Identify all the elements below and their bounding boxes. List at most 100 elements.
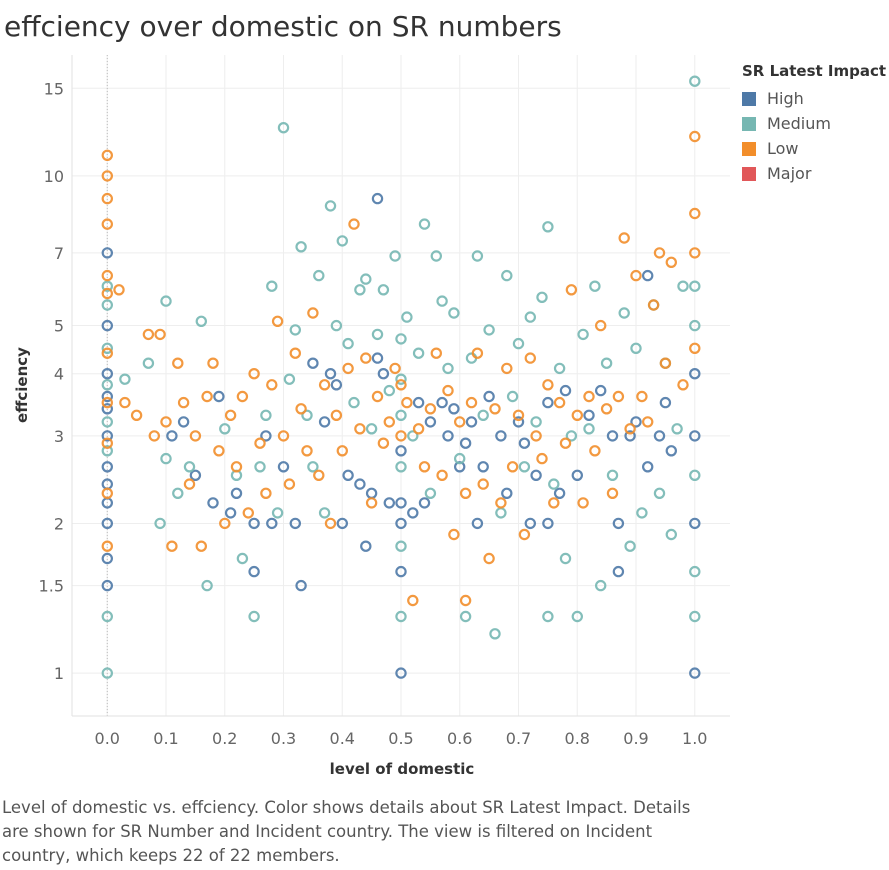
data-point-high — [689, 368, 701, 380]
data-point-low — [454, 416, 466, 428]
data-point-high — [371, 192, 384, 205]
data-point-medium — [506, 390, 519, 403]
x-tick-label: 0.6 — [447, 729, 472, 748]
data-point-low — [489, 403, 501, 415]
data-point-low — [459, 487, 472, 499]
data-point-medium — [119, 373, 131, 385]
data-point-low — [600, 403, 613, 415]
data-point-medium — [101, 342, 114, 354]
data-point-medium — [512, 337, 525, 350]
data-point-high — [383, 497, 395, 509]
data-point-high — [395, 565, 407, 578]
data-point-medium — [330, 319, 343, 332]
data-point-low — [442, 384, 454, 397]
data-point-medium — [553, 362, 566, 375]
x-tick-label: 0.7 — [506, 729, 531, 748]
data-point-medium — [289, 324, 301, 336]
legend-item-high[interactable]: High — [742, 86, 886, 111]
data-point-high — [230, 487, 243, 499]
data-point-high — [101, 319, 114, 332]
y-tick-label: 1 — [54, 664, 64, 683]
data-point-high — [101, 517, 114, 530]
data-point-high — [483, 390, 495, 403]
data-point-medium — [324, 200, 337, 212]
legend-item-low[interactable]: Low — [742, 136, 886, 161]
data-point-medium — [542, 610, 554, 623]
data-point-medium — [295, 241, 307, 253]
data-point-low — [483, 552, 495, 565]
data-point-high — [307, 357, 319, 369]
data-point-low — [230, 461, 243, 473]
data-point-high — [365, 487, 378, 499]
data-point-low — [495, 497, 507, 509]
data-point-medium — [559, 552, 572, 565]
data-point-medium — [395, 540, 407, 552]
data-point-medium — [442, 362, 454, 375]
data-point-low — [589, 445, 601, 457]
data-point-low — [677, 379, 689, 391]
data-point-high — [442, 430, 454, 442]
data-point-medium — [160, 452, 172, 465]
legend-item-major[interactable]: Major — [742, 161, 886, 186]
data-point-high — [101, 579, 114, 592]
y-tick-label: 4 — [54, 365, 64, 384]
data-point-high — [583, 409, 595, 421]
data-point-medium — [412, 347, 425, 359]
data-point-low — [653, 247, 666, 259]
chart-title: effciency over domestic on SR numbers — [4, 10, 562, 43]
x-tick-label: 0.0 — [95, 729, 120, 748]
data-point-medium — [142, 357, 155, 369]
data-point-low — [636, 390, 648, 403]
data-point-low — [395, 430, 407, 442]
data-point-medium — [624, 540, 636, 552]
data-point-medium — [271, 507, 284, 519]
data-point-medium — [160, 295, 172, 307]
chart-caption: Level of domestic vs. effciency. Color s… — [2, 798, 691, 865]
data-point-high — [342, 469, 354, 481]
data-point-low — [336, 445, 348, 457]
data-point-medium — [101, 299, 114, 311]
data-point-medium — [454, 452, 466, 465]
data-point-low — [436, 469, 448, 481]
data-point-medium — [260, 409, 272, 421]
data-point-high — [224, 507, 237, 519]
data-point-high — [518, 437, 531, 449]
data-point-high — [318, 416, 331, 428]
data-point-low — [301, 445, 313, 457]
data-point-low — [612, 390, 625, 403]
data-point-low — [330, 409, 343, 421]
data-point-low — [113, 284, 125, 296]
data-point-low — [248, 368, 260, 380]
data-point-low — [207, 357, 219, 369]
data-point-medium — [448, 307, 460, 319]
data-point-high — [624, 430, 636, 442]
data-point-low — [101, 540, 114, 552]
data-point-high — [189, 469, 202, 481]
data-point-low — [101, 347, 114, 359]
data-point-high — [448, 403, 460, 415]
data-point-low — [542, 379, 554, 391]
data-point-medium — [501, 269, 513, 282]
data-point-low — [342, 362, 354, 375]
data-point-low — [506, 461, 519, 473]
data-point-high — [459, 437, 472, 449]
data-point-low — [166, 540, 178, 552]
data-point-medium — [689, 75, 701, 87]
data-point-low — [553, 396, 566, 409]
data-point-high — [642, 269, 654, 282]
data-point-medium — [336, 235, 348, 247]
data-point-high — [559, 384, 572, 397]
data-point-low — [177, 396, 190, 409]
data-point-low — [407, 594, 419, 607]
legend-item-medium[interactable]: Medium — [742, 111, 886, 136]
data-point-medium — [395, 461, 407, 473]
x-tick-label: 0.5 — [388, 729, 413, 748]
data-point-low — [236, 390, 249, 403]
data-point-medium — [395, 333, 407, 345]
data-point-low — [354, 423, 366, 435]
data-point-medium — [689, 319, 701, 332]
x-axis-title: level of domestic — [330, 760, 475, 778]
data-point-high — [377, 368, 390, 380]
data-point-low — [130, 409, 143, 421]
data-point-medium — [671, 423, 683, 435]
